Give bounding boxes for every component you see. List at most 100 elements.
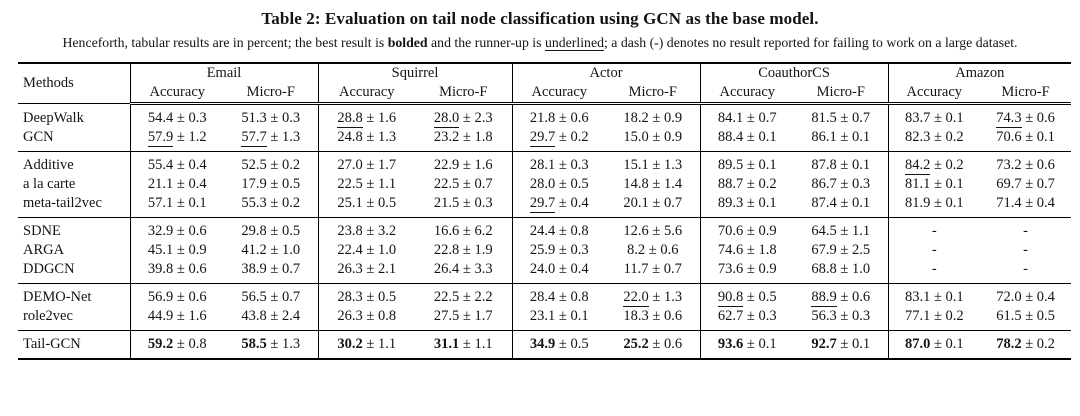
metric-value: 29.7 bbox=[529, 129, 556, 147]
metric-stddev: ± 0.3 bbox=[836, 308, 871, 324]
method-cell: ARGA bbox=[23, 242, 65, 258]
caption-underlined-word: underlined bbox=[544, 35, 604, 51]
metric-stddev: ± 0.5 bbox=[555, 336, 589, 352]
result-cell: 88.4 ± 0.1 bbox=[699, 128, 795, 152]
result-cell: 74.3 ± 0.6 bbox=[980, 104, 1071, 129]
result-cell: 28.1 ± 0.3 bbox=[511, 151, 607, 175]
metric-value: 87.4 bbox=[811, 195, 837, 211]
result-cell: 88.9 ± 0.6 bbox=[794, 284, 888, 308]
result-cell: 18.2 ± 0.9 bbox=[606, 104, 700, 129]
result-cell: 72.0 ± 0.4 bbox=[980, 284, 1071, 308]
header-metric: Accuracy bbox=[887, 83, 981, 105]
result-cell: 22.9 ± 1.6 bbox=[415, 152, 512, 176]
metric-value: 81.9 bbox=[904, 195, 931, 211]
result-cell: 90.8 ± 0.5 bbox=[699, 283, 795, 307]
result-cell: 58.5 ± 1.3 bbox=[224, 331, 318, 360]
metric-value: 26.3 bbox=[337, 261, 363, 277]
result-cell: 24.0 ± 0.4 bbox=[511, 260, 607, 284]
metric-value: 22.9 bbox=[433, 157, 460, 173]
metric-stddev: ± 0.7 bbox=[266, 261, 301, 277]
header-metric: Accuracy bbox=[699, 83, 795, 105]
result-cell: 57.1 ± 0.1 bbox=[129, 194, 224, 218]
result-cell: 88.7 ± 0.2 bbox=[699, 175, 795, 194]
metric-value: - bbox=[931, 261, 937, 277]
result-cell: 23.1 ± 0.1 bbox=[511, 307, 607, 331]
metric-stddev: ± 0.6 bbox=[555, 110, 589, 126]
metric-value: 45.1 bbox=[147, 242, 174, 258]
header-dataset-email: Email bbox=[129, 63, 319, 83]
metric-value: 56.5 bbox=[241, 289, 267, 305]
metric-stddev: ± 1.3 bbox=[648, 157, 683, 173]
header-metric: Accuracy bbox=[317, 83, 416, 105]
metric-value: 22.0 bbox=[623, 289, 649, 307]
result-cell: 69.7 ± 0.7 bbox=[980, 175, 1071, 194]
metric-stddev: ± 0.5 bbox=[266, 176, 301, 192]
result-cell: 25.1 ± 0.5 bbox=[317, 194, 416, 218]
metric-stddev: ± 1.3 bbox=[648, 289, 683, 305]
table-row: Tail-GCN 59.2 ± 0.8 58.5 ± 1.3 30.2 ± 1.1 31… bbox=[18, 330, 1071, 360]
result-cell: 57.7 ± 1.3 bbox=[224, 128, 318, 152]
metric-stddev: ± 0.6 bbox=[648, 308, 683, 324]
table-row: DEMO-Net 56.9 ± 0.6 56.5 ± 0.7 28.3 ± 0.5 22… bbox=[18, 283, 1071, 308]
results-table: Methods Email Squirrel Actor CoauthorCS … bbox=[18, 62, 1072, 360]
metric-value: 20.1 bbox=[623, 195, 649, 211]
result-cell: 15.1 ± 1.3 bbox=[606, 152, 700, 176]
row-group-4: Tail-GCN 59.2 ± 0.8 58.5 ± 1.3 30.2 ± 1.1 31… bbox=[18, 330, 1072, 360]
metric-stddev: ± 0.5 bbox=[555, 176, 589, 192]
metric-value: 87.8 bbox=[811, 157, 837, 173]
metric-value: 72.0 bbox=[996, 289, 1022, 305]
result-cell: 28.0 ± 0.5 bbox=[511, 175, 607, 194]
result-cell: 51.3 ± 0.3 bbox=[224, 104, 318, 129]
header-metric: Micro-F bbox=[980, 83, 1072, 105]
result-cell: 77.1 ± 0.2 bbox=[887, 307, 981, 331]
metric-stddev: ± 1.3 bbox=[266, 129, 301, 145]
metric-value: 27.5 bbox=[433, 308, 460, 324]
metric-value: 86.1 bbox=[811, 129, 837, 145]
result-cell: 23.2 ± 1.8 bbox=[415, 128, 512, 152]
method-cell: role2vec bbox=[23, 308, 73, 324]
metric-stddev: ± 0.5 bbox=[362, 195, 397, 211]
metric-value: 88.4 bbox=[717, 129, 744, 145]
metric-stddev: ± 0.1 bbox=[743, 195, 777, 211]
metric-value: 15.1 bbox=[623, 157, 649, 173]
metric-value: 89.3 bbox=[717, 195, 744, 211]
result-cell: 54.4 ± 0.3 bbox=[129, 103, 224, 128]
metric-stddev: ± 0.1 bbox=[930, 289, 964, 305]
metric-stddev: ± 1.3 bbox=[362, 129, 397, 145]
table-row: meta-tail2vec 57.1 ± 0.1 55.3 ± 0.2 25.1 ± … bbox=[18, 194, 1071, 218]
metric-value: 88.9 bbox=[811, 289, 837, 307]
metric-value: 84.1 bbox=[717, 110, 744, 126]
metric-stddev: ± 0.3 bbox=[836, 176, 871, 192]
metric-stddev: ± 0.1 bbox=[836, 195, 871, 211]
metric-value: 16.6 bbox=[433, 223, 460, 239]
result-cell: 73.6 ± 0.9 bbox=[699, 260, 795, 284]
metric-value: 29.7 bbox=[529, 195, 556, 213]
metric-stddev: ± 0.1 bbox=[743, 157, 777, 173]
method-cell: Tail-GCN bbox=[23, 336, 81, 352]
header-metric: Accuracy bbox=[129, 83, 224, 105]
metric-stddev: ± 0.6 bbox=[1021, 157, 1055, 173]
metric-value: 22.5 bbox=[337, 176, 363, 192]
metric-stddev: ± 1.8 bbox=[743, 242, 777, 258]
metric-value: 23.1 bbox=[529, 308, 556, 324]
result-cell: 82.3 ± 0.2 bbox=[887, 128, 981, 152]
metric-value: 93.6 bbox=[717, 336, 744, 352]
metric-value: 57.7 bbox=[241, 129, 267, 147]
metric-stddev: ± 5.6 bbox=[648, 223, 683, 239]
result-cell: 30.2 ± 1.1 bbox=[317, 330, 416, 359]
metric-value: 18.3 bbox=[623, 308, 649, 324]
result-cell: 43.8 ± 2.4 bbox=[224, 307, 318, 331]
method-cell: DDGCN bbox=[23, 261, 75, 277]
metric-stddev: ± 0.1 bbox=[1021, 129, 1055, 145]
header-dataset-squirrel: Squirrel bbox=[317, 63, 513, 83]
result-cell: 29.8 ± 0.5 bbox=[224, 218, 318, 242]
metric-value: 25.9 bbox=[529, 242, 556, 258]
metric-stddev: ± 2.1 bbox=[362, 261, 397, 277]
metric-stddev: ± 0.1 bbox=[836, 157, 871, 173]
table-caption: Henceforth, tabular results are in perce… bbox=[0, 35, 1080, 51]
metric-value: 31.1 bbox=[433, 336, 460, 352]
metric-stddev: ± 0.8 bbox=[362, 308, 397, 324]
metric-stddev: ± 0.7 bbox=[1021, 176, 1055, 192]
metric-value: 25.2 bbox=[623, 336, 649, 352]
metric-stddev: ± 2.5 bbox=[836, 242, 871, 258]
